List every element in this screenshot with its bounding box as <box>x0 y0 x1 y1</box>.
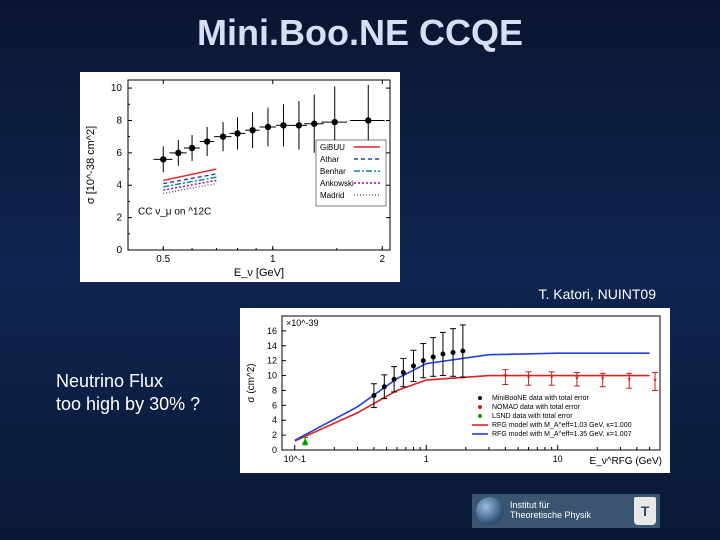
svg-text:10: 10 <box>553 454 563 464</box>
svg-text:4: 4 <box>116 180 122 191</box>
svg-text:E_ν [GeV]: E_ν [GeV] <box>234 267 284 279</box>
svg-text:RFG model with M_A^eff=1.35 Ge: RFG model with M_A^eff=1.35 GeV, κ=1.007 <box>492 431 632 438</box>
svg-text:4: 4 <box>272 415 277 425</box>
chart1-cross-section-vs-energy: 0 2 4 6 8 10 0.5 1 2 E_ν [GeV] σ [10^-38 cm^2] CC ν… <box>80 72 400 282</box>
svg-text:NOMAD data with total error: NOMAD data with total error <box>492 404 581 411</box>
slide-root: Mini.Boo.NE CCQE 02468100.512E_ν [GeV]σ … <box>0 0 720 540</box>
chart2-svg: 0 2 4 6 8 10 12 14 16 10^-1 1 10 E_ν^RFG (GeV) σ (cm^… <box>240 308 670 473</box>
svg-text:*: * <box>503 372 507 383</box>
svg-text:2: 2 <box>380 254 386 265</box>
svg-text:Benhar: Benhar <box>320 167 346 176</box>
svg-text:*: * <box>575 374 579 385</box>
flux-question: Neutrino Flux too high by 30% ? <box>56 370 200 417</box>
svg-text:MiniBooNE data with total erro: MiniBooNE data with total error <box>492 395 590 402</box>
svg-text:10^-1: 10^-1 <box>284 454 306 464</box>
svg-text:6: 6 <box>272 400 277 410</box>
chart2-cross-section-log: 0 2 4 6 8 10 12 14 16 10^-1 1 10 E_ν^RFG (GeV) σ (cm^… <box>240 308 670 473</box>
svg-text:GiBUU: GiBUU <box>320 143 345 152</box>
svg-text:0: 0 <box>272 445 277 455</box>
flux-line-1: Neutrino Flux <box>56 371 163 391</box>
globe-icon <box>476 497 504 525</box>
svg-text:*: * <box>653 377 657 388</box>
svg-text:14: 14 <box>267 341 277 351</box>
shield-icon <box>634 497 656 525</box>
svg-text:*: * <box>527 374 531 385</box>
svg-text:CC ν_μ on ^12C: CC ν_μ on ^12C <box>138 206 211 217</box>
svg-text:σ (cm^2): σ (cm^2) <box>246 363 257 402</box>
svg-text:0: 0 <box>116 245 122 256</box>
svg-text:E_ν^RFG (GeV): E_ν^RFG (GeV) <box>590 456 662 467</box>
svg-text:12: 12 <box>267 356 277 366</box>
svg-text:*: * <box>601 375 605 386</box>
credit-text: T. Katori, NUINT09 <box>539 286 656 302</box>
svg-text:*: * <box>627 376 631 387</box>
svg-text:LSND data with total error: LSND data with total error <box>492 413 573 420</box>
svg-text:2: 2 <box>116 213 122 224</box>
svg-text:×10^-39: ×10^-39 <box>286 318 319 328</box>
svg-text:10: 10 <box>267 371 277 381</box>
svg-text:10: 10 <box>111 83 123 94</box>
svg-text:Athar: Athar <box>320 155 339 164</box>
svg-text:2: 2 <box>272 430 277 440</box>
chart1-svg: 0 2 4 6 8 10 0.5 1 2 E_ν [GeV] σ [10^-38 cm^2] CC ν… <box>80 72 400 282</box>
logo-text: Institut für Theoretische Physik <box>510 501 591 521</box>
svg-text:8: 8 <box>116 115 122 126</box>
svg-text:6: 6 <box>116 148 122 159</box>
institute-logo: Institut für Theoretische Physik <box>472 494 660 528</box>
svg-text:RFG model with M_A^eff=1.03 Ge: RFG model with M_A^eff=1.03 GeV, κ=1.000 <box>492 422 632 429</box>
flux-line-2: too high by 30% ? <box>56 394 200 414</box>
logo-line-2: Theoretische Physik <box>510 511 591 521</box>
slide-title: Mini.Boo.NE CCQE <box>0 12 720 54</box>
svg-text:1: 1 <box>270 254 276 265</box>
svg-text:1: 1 <box>424 454 429 464</box>
svg-text:8: 8 <box>272 385 277 395</box>
svg-text:Ankowski: Ankowski <box>320 179 354 188</box>
svg-text:16: 16 <box>267 326 277 336</box>
svg-text:*: * <box>550 374 554 385</box>
svg-text:0.5: 0.5 <box>156 254 170 265</box>
svg-text:σ [10^-38 cm^2]: σ [10^-38 cm^2] <box>85 126 97 204</box>
svg-text:Madrid: Madrid <box>320 191 344 200</box>
